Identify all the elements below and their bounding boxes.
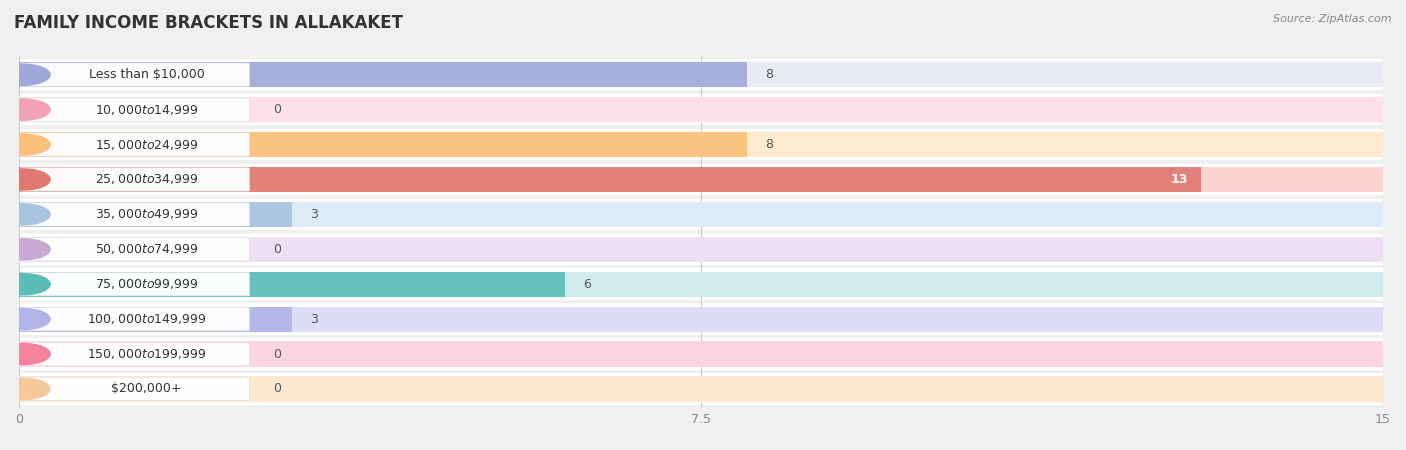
- Bar: [20, 202, 292, 227]
- Text: $75,000 to $99,999: $75,000 to $99,999: [94, 277, 198, 291]
- Text: $25,000 to $34,999: $25,000 to $34,999: [94, 172, 198, 186]
- FancyBboxPatch shape: [20, 98, 249, 122]
- FancyBboxPatch shape: [20, 273, 249, 296]
- Text: $15,000 to $24,999: $15,000 to $24,999: [94, 138, 198, 152]
- Text: FAMILY INCOME BRACKETS IN ALLAKAKET: FAMILY INCOME BRACKETS IN ALLAKAKET: [14, 14, 404, 32]
- Bar: [20, 342, 1384, 367]
- Bar: [20, 59, 1384, 90]
- Bar: [20, 338, 1384, 370]
- Bar: [20, 202, 1384, 227]
- Circle shape: [0, 64, 51, 85]
- Text: $150,000 to $199,999: $150,000 to $199,999: [87, 347, 207, 361]
- Bar: [20, 272, 565, 297]
- FancyBboxPatch shape: [20, 238, 249, 261]
- FancyBboxPatch shape: [20, 133, 249, 156]
- Text: 3: 3: [309, 313, 318, 326]
- Circle shape: [0, 274, 51, 295]
- Text: $200,000+: $200,000+: [111, 382, 181, 396]
- Text: 8: 8: [765, 138, 773, 151]
- Circle shape: [0, 169, 51, 190]
- Bar: [20, 198, 1384, 230]
- Circle shape: [0, 204, 51, 225]
- Bar: [20, 62, 747, 87]
- Text: 6: 6: [583, 278, 591, 291]
- Text: 0: 0: [274, 243, 281, 256]
- Text: 3: 3: [309, 208, 318, 221]
- Circle shape: [0, 134, 51, 155]
- Bar: [20, 167, 1201, 192]
- FancyBboxPatch shape: [20, 342, 249, 366]
- Bar: [20, 94, 1384, 126]
- Circle shape: [0, 238, 51, 260]
- FancyBboxPatch shape: [20, 202, 249, 226]
- Text: 0: 0: [274, 103, 281, 116]
- Bar: [20, 164, 1384, 195]
- Text: 8: 8: [765, 68, 773, 81]
- Circle shape: [0, 343, 51, 365]
- FancyBboxPatch shape: [20, 63, 249, 86]
- FancyBboxPatch shape: [20, 307, 249, 331]
- Bar: [20, 269, 1384, 300]
- Circle shape: [0, 309, 51, 330]
- Bar: [20, 373, 1384, 405]
- Bar: [20, 306, 1384, 332]
- Bar: [20, 129, 1384, 160]
- Bar: [20, 237, 1384, 262]
- Bar: [20, 62, 1384, 87]
- Text: $100,000 to $149,999: $100,000 to $149,999: [87, 312, 207, 326]
- Text: 0: 0: [274, 382, 281, 396]
- Circle shape: [0, 378, 51, 400]
- FancyBboxPatch shape: [20, 377, 249, 400]
- Circle shape: [0, 99, 51, 120]
- Bar: [20, 167, 1384, 192]
- Text: $35,000 to $49,999: $35,000 to $49,999: [94, 207, 198, 221]
- Text: 13: 13: [1170, 173, 1188, 186]
- Bar: [20, 376, 1384, 401]
- Bar: [20, 132, 747, 157]
- Text: $10,000 to $14,999: $10,000 to $14,999: [94, 103, 198, 117]
- Bar: [20, 303, 1384, 335]
- FancyBboxPatch shape: [20, 168, 249, 191]
- Bar: [20, 97, 1384, 122]
- Text: Source: ZipAtlas.com: Source: ZipAtlas.com: [1274, 14, 1392, 23]
- Bar: [20, 234, 1384, 265]
- Bar: [20, 132, 1384, 157]
- Text: $50,000 to $74,999: $50,000 to $74,999: [94, 242, 198, 256]
- Bar: [20, 306, 292, 332]
- Bar: [20, 272, 1384, 297]
- Text: 0: 0: [274, 347, 281, 360]
- Text: Less than $10,000: Less than $10,000: [89, 68, 204, 81]
